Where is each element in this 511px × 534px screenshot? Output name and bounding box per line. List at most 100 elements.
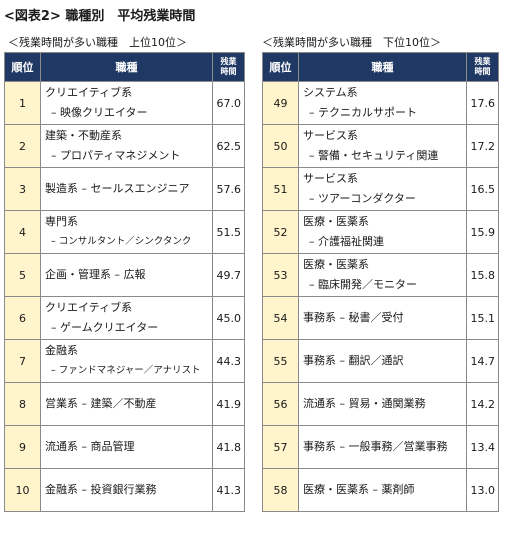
hours-header-line1: 残業 bbox=[474, 57, 491, 66]
table-header-row: 順位 職種 残業 時間 bbox=[262, 52, 499, 82]
rank-cell: 5 bbox=[4, 253, 41, 297]
job-cell: サービス系 – ツアーコンダクター bbox=[298, 167, 467, 211]
rank-cell: 7 bbox=[4, 339, 41, 383]
hours-cell: 17.6 bbox=[466, 81, 499, 125]
hours-header: 残業 時間 bbox=[212, 52, 245, 82]
job-category: 専門系 bbox=[45, 215, 78, 228]
job-category: 医療・医薬系 – 薬剤師 bbox=[303, 483, 415, 496]
hours-cell: 49.7 bbox=[212, 253, 245, 297]
rank-cell: 1 bbox=[4, 81, 41, 125]
table-row: 50 サービス系 – 警備・セキュリティ関連 17.2 bbox=[262, 124, 499, 168]
job-category: サービス系 bbox=[303, 172, 358, 185]
job-cell: 医療・医薬系 – 介護福祉関連 bbox=[298, 210, 467, 254]
job-subcategory: – 警備・セキュリティ関連 bbox=[309, 149, 439, 162]
table-row: 10 金融系 – 投資銀行業務 41.3 bbox=[4, 468, 245, 512]
hours-cell: 44.3 bbox=[212, 339, 245, 383]
table-row: 54 事務系 – 秘書／受付 15.1 bbox=[262, 296, 499, 340]
table-body: 1 クリエイティブ系 – 映像クリエイター 67.0 2 建築・不動産系 – プロパティマネ… bbox=[4, 81, 245, 512]
table-row: 57 事務系 – 一般事務／営業事務 13.4 bbox=[262, 425, 499, 469]
job-category: 企画・管理系 – 広報 bbox=[45, 268, 146, 281]
job-subcategory: – 臨床開発／モニター bbox=[309, 278, 417, 291]
job-cell: 事務系 – 秘書／受付 bbox=[298, 296, 467, 340]
hours-cell: 15.9 bbox=[466, 210, 499, 254]
rank-cell: 6 bbox=[4, 296, 41, 340]
job-category: システム系 bbox=[303, 86, 358, 99]
hours-header-line1: 残業 bbox=[220, 57, 237, 66]
job-cell: 企画・管理系 – 広報 bbox=[40, 253, 213, 297]
job-category: 事務系 – 翻訳／通訳 bbox=[303, 354, 404, 367]
table-row: 51 サービス系 – ツアーコンダクター 16.5 bbox=[262, 167, 499, 211]
rank-header: 順位 bbox=[4, 52, 41, 82]
job-cell: 製造系 – セールスエンジニア bbox=[40, 167, 213, 211]
job-category: クリエイティブ系 bbox=[45, 86, 133, 99]
table-row: 1 クリエイティブ系 – 映像クリエイター 67.0 bbox=[4, 81, 245, 125]
rank-cell: 52 bbox=[262, 210, 299, 254]
job-cell: クリエイティブ系 – ゲームクリエイター bbox=[40, 296, 213, 340]
hours-header-line2: 時間 bbox=[474, 67, 491, 76]
job-cell: 営業系 – 建築／不動産 bbox=[40, 382, 213, 426]
job-subcategory: – 映像クリエイター bbox=[51, 106, 148, 119]
job-subcategory: – プロパティマネジメント bbox=[51, 149, 181, 162]
table-row: 49 システム系 – テクニカルサポート 17.6 bbox=[262, 81, 499, 125]
table-row: 53 医療・医薬系 – 臨床開発／モニター 15.8 bbox=[262, 253, 499, 297]
hours-cell: 13.4 bbox=[466, 425, 499, 469]
bottom10-table: 順位 職種 残業 時間 49 システム系 – テクニカルサポート 17.6 50 サービス… bbox=[262, 52, 499, 512]
job-category: 医療・医薬系 bbox=[303, 258, 369, 271]
table-row: 7 金融系 – ファンドマネジャー／アナリスト 44.3 bbox=[4, 339, 245, 383]
job-category: 金融系 – 投資銀行業務 bbox=[45, 483, 157, 496]
job-cell: 流通系 – 貿易・通関業務 bbox=[298, 382, 467, 426]
table-row: 55 事務系 – 翻訳／通訳 14.7 bbox=[262, 339, 499, 383]
rank-header: 順位 bbox=[262, 52, 299, 82]
hours-cell: 41.8 bbox=[212, 425, 245, 469]
job-cell: クリエイティブ系 – 映像クリエイター bbox=[40, 81, 213, 125]
hours-cell: 62.5 bbox=[212, 124, 245, 168]
hours-cell: 14.2 bbox=[466, 382, 499, 426]
job-cell: 流通系 – 商品管理 bbox=[40, 425, 213, 469]
table-row: 56 流通系 – 貿易・通関業務 14.2 bbox=[262, 382, 499, 426]
job-category: 製造系 – セールスエンジニア bbox=[45, 182, 190, 195]
table-row: 2 建築・不動産系 – プロパティマネジメント 62.5 bbox=[4, 124, 245, 168]
hours-cell: 41.3 bbox=[212, 468, 245, 512]
job-header: 職種 bbox=[298, 52, 467, 82]
job-category: 金融系 bbox=[45, 344, 78, 357]
rank-cell: 8 bbox=[4, 382, 41, 426]
table-row: 5 企画・管理系 – 広報 49.7 bbox=[4, 253, 245, 297]
job-subcategory: – ゲームクリエイター bbox=[51, 321, 159, 334]
rank-cell: 53 bbox=[262, 253, 299, 297]
hours-cell: 41.9 bbox=[212, 382, 245, 426]
table-row: 8 営業系 – 建築／不動産 41.9 bbox=[4, 382, 245, 426]
table-row: 3 製造系 – セールスエンジニア 57.6 bbox=[4, 167, 245, 211]
table-row: 58 医療・医薬系 – 薬剤師 13.0 bbox=[262, 468, 499, 512]
job-category: 流通系 – 貿易・通関業務 bbox=[303, 397, 426, 410]
job-cell: 金融系 – ファンドマネジャー／アナリスト bbox=[40, 339, 213, 383]
rank-cell: 9 bbox=[4, 425, 41, 469]
job-category: 事務系 – 一般事務／営業事務 bbox=[303, 440, 448, 453]
rank-cell: 49 bbox=[262, 81, 299, 125]
job-cell: 専門系 – コンサルタント／シンクタンク bbox=[40, 210, 213, 254]
right-caption: ＜残業時間が多い職種 下位10位＞ bbox=[262, 36, 441, 49]
hours-header-line2: 時間 bbox=[220, 67, 237, 76]
job-category: 医療・医薬系 bbox=[303, 215, 369, 228]
left-caption: ＜残業時間が多い職種 上位10位＞ bbox=[8, 36, 187, 49]
rank-cell: 56 bbox=[262, 382, 299, 426]
hours-cell: 13.0 bbox=[466, 468, 499, 512]
job-header: 職種 bbox=[40, 52, 213, 82]
job-subcategory: – コンサルタント／シンクタンク bbox=[51, 236, 192, 247]
rank-cell: 54 bbox=[262, 296, 299, 340]
job-category: サービス系 bbox=[303, 129, 358, 142]
job-cell: 医療・医薬系 – 薬剤師 bbox=[298, 468, 467, 512]
job-cell: 事務系 – 翻訳／通訳 bbox=[298, 339, 467, 383]
job-cell: 建築・不動産系 – プロパティマネジメント bbox=[40, 124, 213, 168]
hours-cell: 45.0 bbox=[212, 296, 245, 340]
hours-cell: 57.6 bbox=[212, 167, 245, 211]
rank-cell: 55 bbox=[262, 339, 299, 383]
table-header-row: 順位 職種 残業 時間 bbox=[4, 52, 245, 82]
top10-table: 順位 職種 残業 時間 1 クリエイティブ系 – 映像クリエイター 67.0 2 建築・不… bbox=[4, 52, 245, 512]
job-cell: 医療・医薬系 – 臨床開発／モニター bbox=[298, 253, 467, 297]
job-category: クリエイティブ系 bbox=[45, 301, 133, 314]
job-cell: 事務系 – 一般事務／営業事務 bbox=[298, 425, 467, 469]
job-category: 営業系 – 建築／不動産 bbox=[45, 397, 157, 410]
hours-cell: 51.5 bbox=[212, 210, 245, 254]
job-cell: 金融系 – 投資銀行業務 bbox=[40, 468, 213, 512]
hours-cell: 17.2 bbox=[466, 124, 499, 168]
